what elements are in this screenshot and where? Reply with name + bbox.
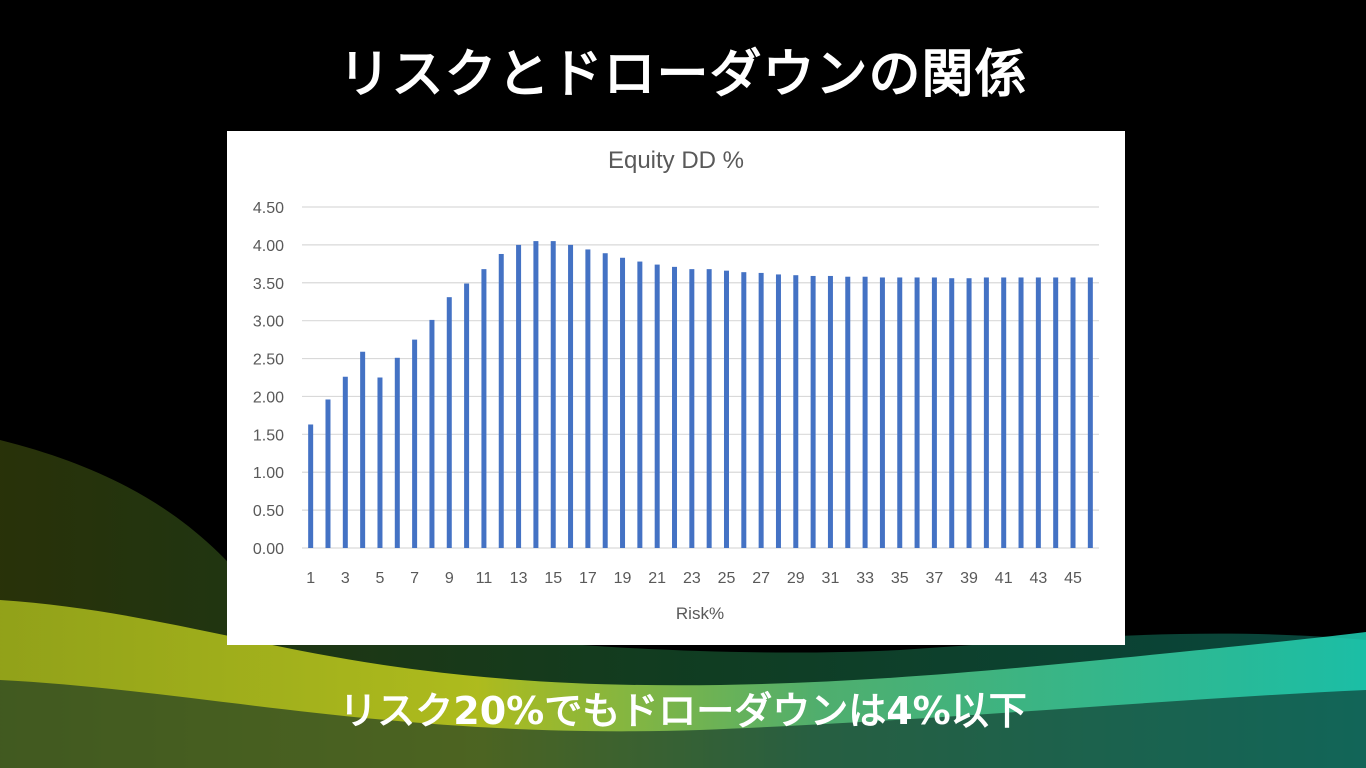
bar-risk-29 xyxy=(793,275,799,548)
x-tick-label: 33 xyxy=(856,570,874,587)
bar-risk-21 xyxy=(654,264,660,548)
bar-risk-22 xyxy=(672,266,678,548)
x-tick-label: 7 xyxy=(410,570,419,587)
x-tick-label: 31 xyxy=(822,570,840,587)
x-tick-label: 37 xyxy=(926,570,944,587)
bar-risk-46 xyxy=(1087,277,1093,548)
bar-risk-9 xyxy=(446,297,452,548)
x-tick-label: 29 xyxy=(787,570,805,587)
bar-chart: Equity DD % 0.00 0.50 1.00 1.50 2.00 2.50 3.00… xyxy=(253,147,1099,623)
y-tick-label: 0.00 xyxy=(253,541,284,558)
bar-risk-24 xyxy=(706,269,712,548)
x-tick-label: 3 xyxy=(341,570,350,587)
y-tick-label: 3.50 xyxy=(253,276,284,293)
bar-risk-11 xyxy=(481,269,487,548)
slide-title: リスクとドローダウンの関係 xyxy=(338,45,1028,105)
bar-risk-5 xyxy=(377,377,383,548)
x-tick-label: 35 xyxy=(891,570,909,587)
bar-risk-45 xyxy=(1070,277,1076,548)
x-tick-label: 11 xyxy=(476,570,493,587)
bar-risk-10 xyxy=(464,283,470,548)
bar-risk-15 xyxy=(550,241,556,548)
bar-risk-35 xyxy=(897,277,903,548)
bar-risk-1 xyxy=(308,424,314,548)
bar-risk-39 xyxy=(966,278,972,548)
bar-risk-33 xyxy=(862,276,868,548)
bar-risk-19 xyxy=(620,257,626,548)
x-tick-label: 1 xyxy=(306,570,315,587)
bar-risk-32 xyxy=(845,276,851,548)
bar-risk-13 xyxy=(516,244,522,548)
x-tick-label: 17 xyxy=(579,570,597,587)
x-tick-label: 45 xyxy=(1064,570,1082,587)
x-tick-label: 15 xyxy=(544,570,562,587)
x-axis-ticks: 1 3 5 7 9 11 13 15 17 19 21 23 25 27 29 31 33 35 37 39 41 43 4… xyxy=(306,570,1082,587)
bar-risk-42 xyxy=(1018,277,1024,548)
bars xyxy=(308,241,1093,549)
bar-risk-25 xyxy=(723,270,729,548)
y-tick-label: 2.00 xyxy=(253,389,284,406)
x-axis-label: Risk% xyxy=(676,604,724,623)
y-tick-label: 3.00 xyxy=(253,314,284,331)
bar-risk-43 xyxy=(1035,277,1041,548)
x-tick-label: 19 xyxy=(614,570,632,587)
x-tick-label: 25 xyxy=(718,570,736,587)
x-tick-label: 23 xyxy=(683,570,701,587)
bar-risk-34 xyxy=(879,277,885,548)
bar-risk-23 xyxy=(689,269,695,548)
y-tick-label: 1.50 xyxy=(253,427,284,444)
x-tick-label: 27 xyxy=(752,570,770,587)
y-axis-ticks: 0.00 0.50 1.00 1.50 2.00 2.50 3.00 3.50 4.00 4.50 xyxy=(253,200,284,558)
bar-risk-38 xyxy=(949,278,955,548)
caption: リスク20%でもドローダウンは4%以下 xyxy=(339,689,1027,733)
bar-risk-30 xyxy=(810,275,816,548)
y-tick-label: 0.50 xyxy=(253,503,284,520)
bar-risk-8 xyxy=(429,319,435,548)
bar-risk-18 xyxy=(602,253,608,549)
y-tick-label: 4.00 xyxy=(253,238,284,255)
y-tick-label: 1.00 xyxy=(253,465,284,482)
bar-risk-28 xyxy=(775,274,781,548)
bar-risk-31 xyxy=(827,275,833,548)
bar-risk-3 xyxy=(342,376,348,548)
x-tick-label: 39 xyxy=(960,570,978,587)
gridlines xyxy=(302,206,1099,549)
chart-title: Equity DD % xyxy=(608,147,744,174)
bar-risk-36 xyxy=(914,277,920,548)
bar-risk-20 xyxy=(637,261,643,548)
x-tick-label: 13 xyxy=(510,570,528,587)
bar-risk-27 xyxy=(758,272,764,548)
bar-risk-2 xyxy=(325,399,331,548)
bar-risk-16 xyxy=(568,244,574,548)
x-tick-label: 41 xyxy=(995,570,1013,587)
bar-risk-7 xyxy=(412,339,418,548)
x-tick-label: 21 xyxy=(648,570,666,587)
y-tick-label: 4.50 xyxy=(253,200,284,217)
bar-risk-44 xyxy=(1053,277,1059,548)
bar-risk-41 xyxy=(1001,277,1007,548)
x-tick-label: 5 xyxy=(376,570,385,587)
bar-risk-12 xyxy=(498,253,504,548)
x-tick-label: 43 xyxy=(1029,570,1047,587)
bar-risk-14 xyxy=(533,241,539,548)
chart-panel: Equity DD % 0.00 0.50 1.00 1.50 2.00 2.50 3.00… xyxy=(227,131,1125,645)
bar-risk-26 xyxy=(741,272,747,548)
y-tick-label: 2.50 xyxy=(253,352,284,369)
x-tick-label: 9 xyxy=(445,570,454,587)
bar-risk-4 xyxy=(360,351,366,548)
bar-risk-17 xyxy=(585,249,591,548)
bar-risk-40 xyxy=(983,277,989,548)
bar-risk-6 xyxy=(394,357,400,548)
bar-risk-37 xyxy=(931,277,937,548)
